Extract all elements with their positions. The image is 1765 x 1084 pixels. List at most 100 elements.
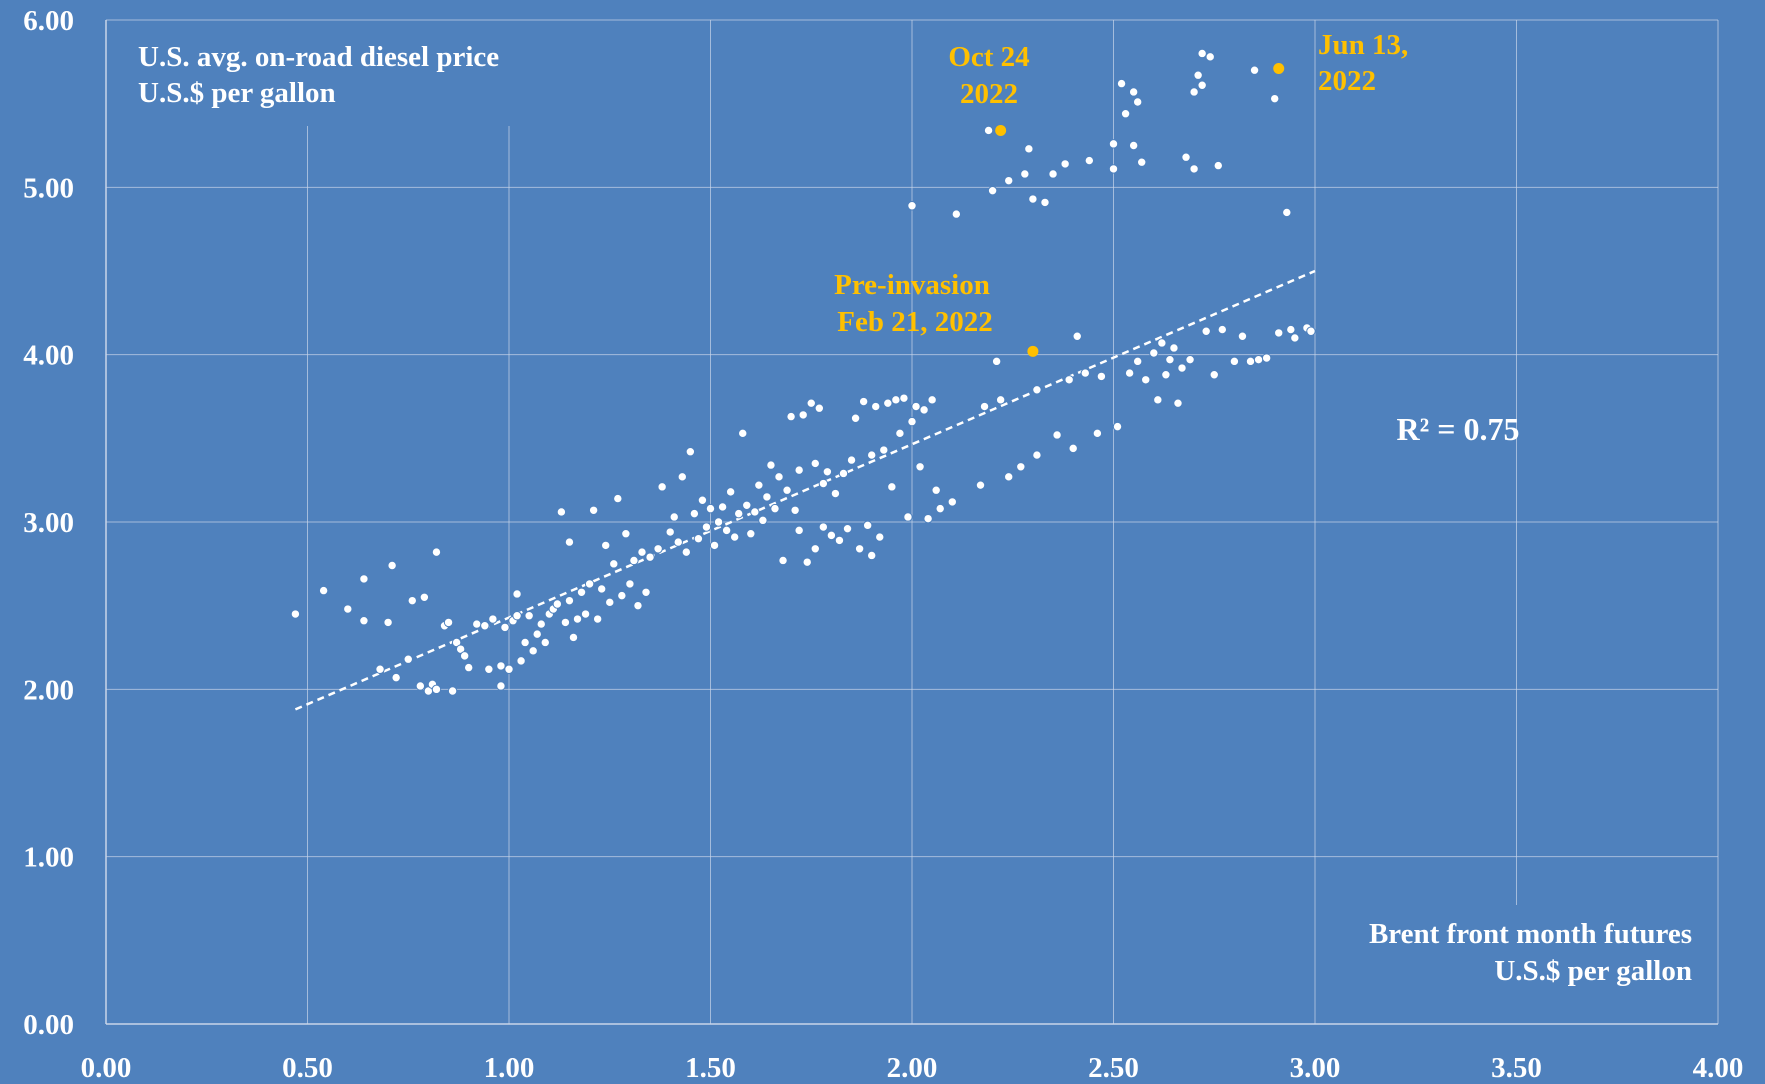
data-point <box>879 445 889 455</box>
highlighted-point <box>1273 63 1285 75</box>
data-point <box>1197 48 1207 59</box>
data-point <box>496 661 506 671</box>
data-point <box>1080 368 1090 378</box>
annotation-preinvasion-line-1: Pre-invasion <box>834 269 990 301</box>
x-tick-label: 1.00 <box>484 1052 535 1084</box>
data-point <box>1213 160 1223 171</box>
data-point <box>721 525 732 536</box>
data-point <box>995 395 1006 405</box>
data-point <box>560 617 571 628</box>
data-point <box>496 681 506 691</box>
data-point <box>1185 354 1195 365</box>
data-point <box>891 395 901 405</box>
data-point <box>875 532 885 542</box>
data-point <box>419 592 430 602</box>
data-point <box>1197 80 1207 90</box>
data-point <box>1032 385 1042 395</box>
y-tick-label: 2.00 <box>23 674 74 706</box>
data-point <box>480 621 490 631</box>
data-point <box>532 629 542 639</box>
y-tick-label: 3.00 <box>23 507 74 539</box>
data-point <box>766 460 776 470</box>
data-point <box>564 595 575 606</box>
data-point <box>991 356 1002 367</box>
data-point <box>738 428 748 439</box>
data-point <box>568 632 579 643</box>
data-point <box>677 472 687 482</box>
data-point <box>403 654 413 664</box>
data-point <box>520 637 530 648</box>
data-point <box>746 529 756 539</box>
data-point <box>1169 343 1179 353</box>
data-point <box>1141 375 1151 385</box>
data-point <box>1282 207 1292 218</box>
data-point <box>564 537 575 547</box>
data-point <box>758 515 768 526</box>
highlighted-point <box>1027 345 1039 357</box>
data-point <box>1270 93 1280 104</box>
data-point <box>645 552 655 562</box>
data-point <box>504 664 514 674</box>
data-point <box>443 617 454 628</box>
data-point <box>516 656 526 666</box>
data-point <box>762 492 772 502</box>
data-point <box>1024 144 1034 154</box>
data-point <box>790 505 800 515</box>
data-points <box>290 48 1316 696</box>
data-point <box>854 544 865 554</box>
data-point <box>1004 175 1014 186</box>
data-point <box>1165 354 1175 365</box>
data-point <box>451 637 462 648</box>
data-point <box>528 646 538 656</box>
highlighted-point <box>995 124 1007 136</box>
r-squared-label: R² = 0.75 <box>1397 411 1520 447</box>
data-point <box>689 508 700 519</box>
data-point <box>734 508 744 519</box>
x-axis-title-line-2: U.S.$ per gallon <box>1494 955 1692 987</box>
data-point <box>1132 356 1143 367</box>
highlighted-points <box>995 63 1285 357</box>
data-point <box>359 574 369 584</box>
data-point <box>907 201 917 211</box>
data-point <box>1128 140 1139 151</box>
y-tick-labels: 0.00 1.00 2.00 3.00 4.00 5.00 6.00 <box>23 5 74 1041</box>
data-point <box>1116 78 1127 89</box>
data-point <box>1306 326 1316 336</box>
data-point <box>653 544 663 554</box>
data-point <box>1253 354 1264 365</box>
data-point <box>383 617 393 628</box>
x-tick-label: 0.00 <box>81 1052 132 1084</box>
grid-lines <box>106 19 1719 1024</box>
data-point <box>580 609 591 619</box>
data-point <box>621 529 631 539</box>
data-point <box>1040 197 1050 208</box>
data-point <box>633 600 643 611</box>
data-point <box>1137 157 1147 167</box>
data-point <box>1064 375 1074 385</box>
data-point <box>794 465 804 475</box>
data-point <box>572 614 583 624</box>
data-point <box>907 416 917 427</box>
data-point <box>798 410 808 420</box>
y-axis-title-line-2: U.S.$ per gallon <box>138 77 336 109</box>
annotation-jun13-line-1: Jun 13, <box>1318 29 1408 61</box>
data-point <box>637 547 647 557</box>
data-point <box>1173 398 1183 408</box>
data-point <box>1189 87 1199 97</box>
data-point <box>867 450 877 460</box>
data-point <box>681 547 692 557</box>
data-point <box>576 587 587 597</box>
data-point <box>415 681 426 691</box>
data-point <box>1020 169 1030 179</box>
data-point <box>1048 169 1058 179</box>
data-point <box>1068 443 1078 454</box>
data-point <box>359 616 369 626</box>
data-point <box>782 485 792 495</box>
data-point <box>871 401 881 412</box>
data-point <box>1149 348 1159 358</box>
data-point <box>431 684 442 695</box>
data-point <box>1084 155 1095 166</box>
data-point <box>850 413 861 423</box>
data-point <box>927 395 937 405</box>
data-point <box>1205 52 1215 62</box>
